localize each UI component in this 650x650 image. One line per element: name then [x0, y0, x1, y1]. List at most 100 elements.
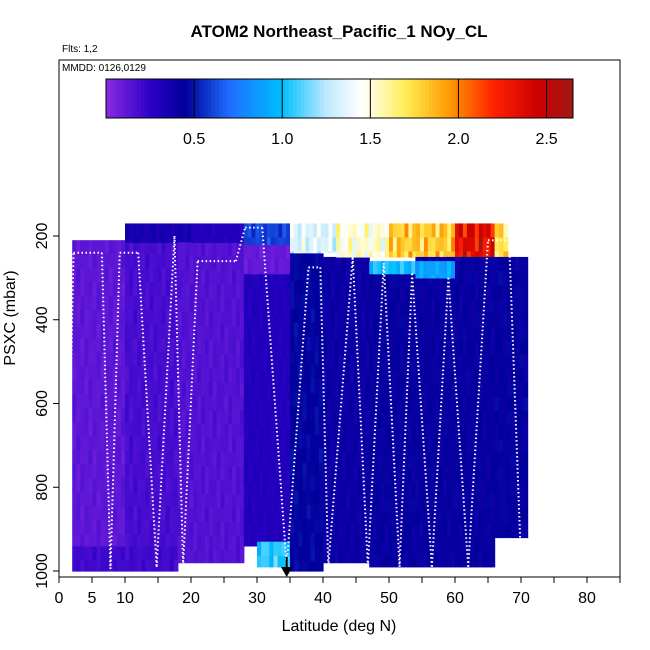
heatmap-cell — [384, 301, 390, 317]
heatmap-cell — [411, 343, 416, 359]
heatmap-cell — [498, 382, 504, 398]
heatmap-cell — [306, 378, 312, 394]
heatmap-cell — [177, 466, 183, 481]
heatmap-cell — [220, 368, 225, 383]
colorbar-swatch — [549, 79, 555, 118]
heatmap-cell — [334, 550, 339, 564]
heatmap-cell — [458, 368, 464, 384]
heatmap-cell — [169, 408, 175, 423]
heatmap-cell — [197, 354, 202, 369]
colorbar-swatch — [121, 79, 126, 118]
heatmap-cell — [408, 237, 413, 253]
colorbar-swatch — [561, 79, 566, 118]
heatmap-cell — [490, 410, 496, 426]
heatmap-cell — [388, 301, 393, 317]
heatmap-cell — [411, 301, 416, 317]
heatmap-cell — [208, 396, 214, 411]
heatmap-cell — [392, 261, 397, 275]
heatmap-cell — [294, 518, 299, 534]
heatmap-cell — [462, 312, 468, 328]
heatmap-cell — [104, 310, 110, 325]
profile-segment — [109, 252, 121, 569]
heatmap-cell — [334, 284, 339, 300]
heatmap-cell — [451, 326, 456, 342]
heatmap-cell — [161, 366, 167, 381]
heatmap-cell — [125, 380, 130, 395]
heatmap-cell — [149, 268, 155, 283]
colorbar-swatch — [448, 79, 453, 118]
heatmap-cell — [183, 223, 188, 239]
heatmap-cell — [157, 408, 163, 423]
heatmap-cell — [76, 310, 81, 325]
heatmap-cell — [270, 272, 276, 275]
heatmap-cell — [431, 368, 436, 384]
heatmap-cell — [511, 508, 516, 524]
heatmap-cell — [439, 452, 444, 468]
heatmap-cell — [506, 424, 512, 440]
heatmap-cell — [149, 506, 155, 521]
heatmap-cell — [247, 287, 253, 303]
heatmap-cell — [177, 340, 183, 355]
heatmap-cell — [259, 272, 264, 275]
heatmap-cell — [435, 452, 440, 468]
heatmap-cell — [494, 410, 500, 426]
heatmap-cell — [360, 223, 366, 239]
heatmap-cell — [451, 508, 456, 524]
heatmap-cell — [189, 480, 194, 495]
heatmap-cell — [247, 223, 253, 239]
heatmap-cell — [84, 422, 90, 437]
heatmap-cell — [220, 424, 225, 439]
heatmap-cell — [411, 539, 416, 555]
heatmap-cell — [251, 237, 256, 245]
heatmap-cell — [185, 298, 191, 313]
heatmap-cell — [274, 244, 280, 259]
heatmap-cell — [141, 324, 146, 339]
heatmap-cell — [353, 410, 359, 426]
heatmap-cell — [310, 336, 316, 352]
heatmap-cell — [332, 251, 337, 254]
heatmap-cell — [365, 354, 370, 370]
heatmap-cell — [274, 511, 280, 527]
heatmap-cell — [302, 448, 308, 464]
heatmap-cell — [96, 268, 102, 283]
heatmap-cell — [396, 251, 402, 258]
heatmap-cell — [125, 408, 130, 423]
heatmap-cell — [144, 237, 149, 243]
heatmap-cell — [116, 282, 122, 297]
heatmap-cell — [519, 368, 525, 384]
heatmap-cell — [108, 254, 114, 269]
heatmap-cell — [342, 312, 347, 328]
heatmap-cell — [462, 368, 468, 384]
heatmap-cell — [116, 545, 122, 561]
heatmap-cell — [204, 480, 210, 495]
heatmap-cell — [145, 408, 150, 423]
heatmap-cell — [396, 455, 401, 471]
heatmap-cell — [372, 251, 378, 258]
heatmap-cell — [310, 462, 316, 478]
heatmap-cell — [195, 237, 200, 243]
heatmap-cell — [204, 396, 210, 411]
heatmap-cell — [388, 441, 393, 457]
heatmap-cell — [314, 350, 320, 366]
heatmap-cell — [353, 494, 359, 510]
heatmap-cell — [247, 525, 253, 541]
heatmap-cell — [373, 287, 378, 303]
heatmap-cell — [506, 298, 512, 314]
heatmap-cell — [72, 559, 77, 572]
heatmap-cell — [380, 237, 386, 253]
heatmap-cell — [451, 368, 456, 384]
heatmap-cell — [220, 494, 225, 509]
heatmap-cell — [494, 508, 500, 524]
heatmap-cell — [173, 492, 179, 507]
heatmap-cell — [435, 536, 440, 552]
heatmap-cell — [458, 237, 464, 253]
heatmap-cell — [100, 394, 106, 409]
heatmap-cell — [243, 273, 249, 289]
heatmap-cell — [357, 452, 363, 468]
heatmap-cell — [153, 380, 159, 395]
heatmap-cell — [266, 385, 272, 401]
heatmap-cell — [212, 382, 218, 397]
heatmap-cell — [482, 312, 488, 328]
heatmap-cell — [462, 410, 468, 426]
heatmap-cell — [157, 394, 163, 409]
